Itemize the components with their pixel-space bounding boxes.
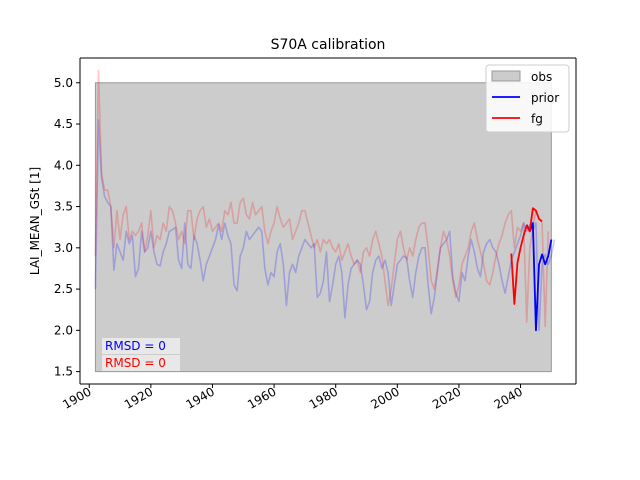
legend-label-prior: prior [531, 91, 559, 105]
annotations: RMSD = 0 RMSD = 0 [102, 338, 180, 371]
y-tick-label: 2.5 [54, 282, 73, 296]
rmsd-annotation: RMSD = 0 [105, 356, 166, 370]
annotation-box [102, 338, 180, 354]
y-axis-label: LAI_MEAN_GSt [1] [28, 167, 42, 275]
legend-label-fg: fg [531, 112, 543, 126]
y-tick-label: 1.5 [54, 365, 73, 379]
legend: obs prior fg [485, 64, 570, 133]
y-axis: 1.5 2.0 2.5 3.0 3.5 4.0 4.5 5.0 [54, 76, 80, 379]
obs-band [94, 82, 552, 373]
y-tick-label: 4.0 [54, 158, 73, 172]
y-tick-label: 4.5 [54, 117, 73, 131]
series-line-fg-faded [94, 69, 550, 328]
legend-box [485, 64, 570, 133]
y-tick-label: 2.0 [54, 323, 73, 337]
series-line-fg [510, 207, 543, 305]
rmsd-annotation: RMSD = 0 [105, 339, 166, 353]
series-line-prior-faded [94, 119, 556, 332]
y-tick-label: 3.5 [54, 200, 73, 214]
annotation-box [102, 355, 180, 371]
legend-swatch-obs [491, 70, 521, 82]
legend-label-obs: obs [531, 70, 552, 84]
plot-area [79, 57, 577, 385]
y-tick-label: 3.0 [54, 241, 73, 255]
y-tick-label: 5.0 [54, 76, 73, 90]
chart-title: S70A calibration [271, 37, 386, 53]
